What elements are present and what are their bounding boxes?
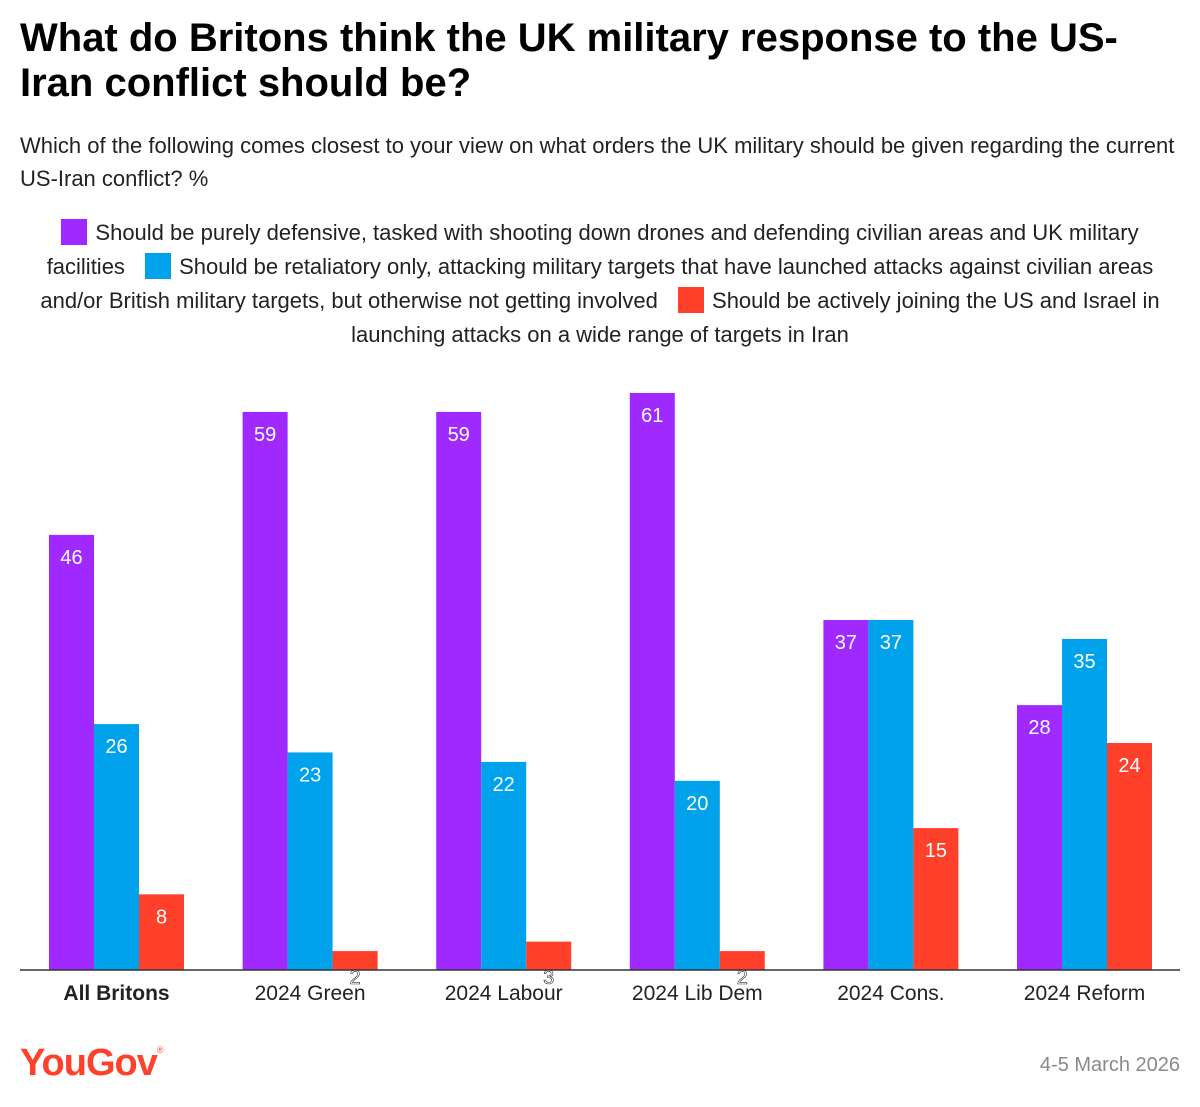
legend-item-joining[interactable]: Should be actively joining the US and Is… <box>351 287 1160 347</box>
chart-subtitle: Which of the following comes closest to … <box>20 133 1175 191</box>
bar <box>823 620 869 970</box>
data-label: 2 <box>737 967 748 989</box>
survey-date: 4-5 March 2026 <box>1039 1054 1180 1076</box>
legend-swatch-retaliatory <box>145 253 172 279</box>
data-label: 15 <box>925 840 947 862</box>
bar <box>629 393 675 970</box>
bar <box>332 951 378 970</box>
x-tick-label: All Britons <box>63 982 169 1005</box>
legend-label-retaliatory: Should be retaliatory only, attacking mi… <box>40 254 1154 313</box>
bar <box>242 411 288 970</box>
data-label: 26 <box>105 736 127 758</box>
legend-label-defensive: Should be purely defensive, tasked with … <box>46 220 1139 279</box>
bar <box>913 828 959 970</box>
bar <box>868 620 914 970</box>
bar <box>526 941 572 970</box>
legend-swatch-defensive <box>61 219 88 245</box>
bar <box>287 752 333 970</box>
data-label: 2 <box>350 967 361 989</box>
legend-label-joining: Should be actively joining the US and Is… <box>351 288 1160 347</box>
data-label: 23 <box>299 764 321 786</box>
bar <box>436 411 482 970</box>
legend: Should be purely defensive, tasked with … <box>30 216 1170 352</box>
yougov-logo: YouGov® <box>20 1042 164 1085</box>
logo-mark: ® <box>156 1045 164 1055</box>
data-label: 59 <box>448 424 470 446</box>
x-tick-label: 2024 Cons. <box>837 982 944 1005</box>
data-label: 37 <box>835 632 857 654</box>
data-label: 61 <box>641 405 663 427</box>
legend-item-defensive[interactable]: Should be purely defensive, tasked with … <box>46 219 1139 279</box>
x-tick-label: 2024 Reform <box>1024 982 1145 1005</box>
data-label: 35 <box>1073 651 1095 673</box>
bar <box>1107 742 1152 970</box>
bar <box>139 894 184 970</box>
x-tick-label: 2024 Labour <box>445 982 563 1005</box>
data-label: 37 <box>880 632 902 654</box>
bar <box>1062 638 1107 970</box>
data-label: 22 <box>493 774 515 796</box>
x-tick-label: 2024 Green <box>255 982 366 1005</box>
bar <box>94 724 139 970</box>
legend-swatch-joining <box>678 287 705 313</box>
logo-text: YouGov <box>20 1042 158 1084</box>
data-label: 20 <box>686 793 708 815</box>
data-label: 59 <box>254 424 276 446</box>
data-label: 24 <box>1118 755 1140 777</box>
bar <box>674 780 720 970</box>
x-tick-label: 2024 Lib Dem <box>632 982 763 1005</box>
bar <box>49 534 94 970</box>
legend-item-retaliatory[interactable]: Should be retaliatory only, attacking mi… <box>40 253 1154 313</box>
bar <box>719 951 765 970</box>
data-label: 3 <box>543 967 554 989</box>
data-label: 8 <box>156 906 167 928</box>
chart-title: What do Britons think the UK military re… <box>20 16 1118 105</box>
bar <box>1017 705 1062 970</box>
data-label: 28 <box>1028 717 1050 739</box>
data-label: 46 <box>60 547 82 569</box>
bar <box>481 761 527 970</box>
